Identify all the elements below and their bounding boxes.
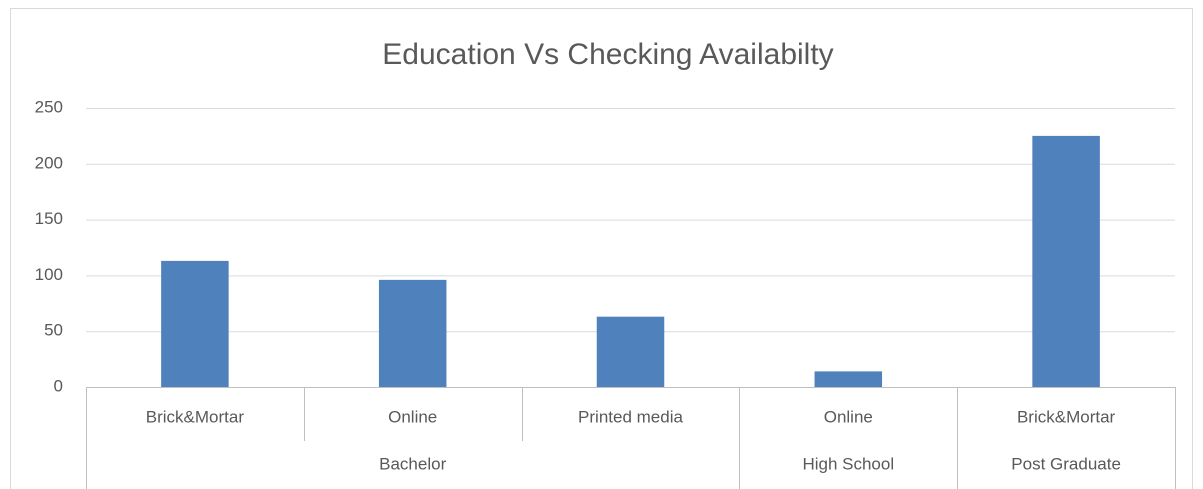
chart-border bbox=[10, 8, 1193, 489]
bar bbox=[1032, 135, 1100, 387]
bar bbox=[596, 316, 665, 387]
y-tick-label: 0 bbox=[54, 376, 63, 395]
group-label: Post Graduate bbox=[1011, 454, 1121, 473]
y-tick-label: 200 bbox=[35, 153, 63, 172]
x-tick-label: Online bbox=[388, 407, 437, 426]
x-tick-label: Online bbox=[824, 407, 873, 426]
x-tick-label: Brick&Mortar bbox=[146, 407, 245, 426]
y-tick-label: 100 bbox=[35, 265, 63, 284]
chart-title: Education Vs Checking Availabilty bbox=[382, 38, 833, 71]
bar bbox=[814, 371, 883, 387]
bar bbox=[161, 260, 229, 387]
x-tick-label: Printed media bbox=[578, 407, 683, 426]
group-label: Bachelor bbox=[379, 454, 446, 473]
bar bbox=[378, 279, 447, 387]
group-label: High School bbox=[802, 454, 894, 473]
y-tick-label: 250 bbox=[35, 97, 63, 116]
x-tick-label: Brick&Mortar bbox=[1017, 407, 1116, 426]
y-tick-label: 150 bbox=[35, 209, 63, 228]
y-tick-label: 50 bbox=[44, 321, 63, 340]
